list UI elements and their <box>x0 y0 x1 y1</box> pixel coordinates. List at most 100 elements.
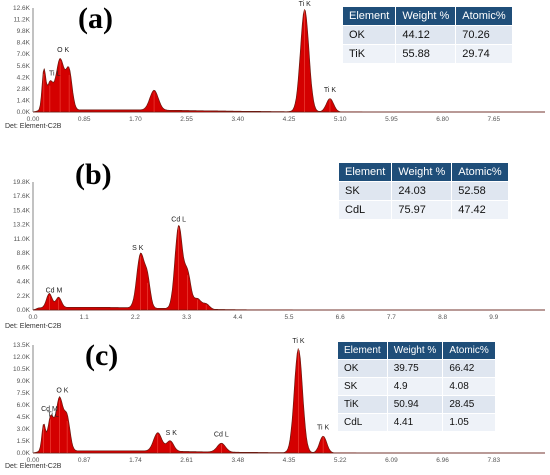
cell-atomic: 52.58 <box>451 181 509 201</box>
panel-c: 0.0K 1.5K 3.0K 4.5K 6.0K 7.5K 9.0K 10.5K 12.0K 13… <box>0 337 550 475</box>
panel-a: 0.0K 1.4K 2.8K 4.2K 5.6K 7.0K 8.4K 9.8K 11.2K 12.… <box>0 0 550 155</box>
x-tick-label: 6.09 <box>385 457 398 464</box>
panel-c-label: (c) <box>85 339 119 372</box>
header-weight: Weight % <box>386 341 444 360</box>
header-weight: Weight % <box>395 6 457 26</box>
header-element: Element <box>337 341 388 360</box>
y-tick-label: 6.6K <box>17 264 31 271</box>
y-tick-label: 2.8K <box>17 86 31 93</box>
table-row: OK 39.75 66.42 <box>337 359 496 378</box>
x-tick-label: 7.7 <box>387 314 396 321</box>
peak-label: Ti K <box>324 87 337 94</box>
x-tick-label: 2.61 <box>180 457 193 464</box>
cell-weight: 44.12 <box>395 25 457 45</box>
cell-element: TiK <box>341 44 397 64</box>
y-tick-label: 1.5K <box>17 438 31 445</box>
header-element: Element <box>337 162 393 182</box>
header-atomic: Atomic% <box>455 6 513 26</box>
cell-element: OK <box>337 359 388 378</box>
table-row: SK 24.03 52.58 <box>337 181 509 201</box>
table-body-c: OK 39.75 66.42 SK 4.9 4.08 TiK 50.94 28.45 CdL 4.4… <box>337 359 496 432</box>
panel-b-label: (b) <box>75 158 112 191</box>
detector-label-a: Det: Element-C2B <box>5 123 62 130</box>
table-row: SK 4.9 4.08 <box>337 377 496 396</box>
x-tick-label: 0.0 <box>28 314 37 321</box>
composition-table-c: Element Weight % Atomic% OK 39.75 66.42 SK 4… <box>337 341 496 432</box>
x-tick-label: 5.22 <box>334 457 347 464</box>
y-tick-label: 4.5K <box>17 414 31 421</box>
cell-weight: 4.41 <box>386 413 444 432</box>
y-tick-label: 12.6K <box>13 5 31 12</box>
x-tick-label: 3.3 <box>182 314 191 321</box>
cell-atomic: 1.05 <box>442 413 496 432</box>
y-tick-label: 8.8K <box>17 250 31 257</box>
table-body-a: OK 44.12 70.26 TiK 55.88 29.74 <box>341 25 513 64</box>
cell-atomic: 70.26 <box>455 25 513 45</box>
y-tick-label: 3.0K <box>17 426 31 433</box>
composition-table-a: Element Weight % Atomic% OK 44.12 70.26 TiK… <box>341 6 513 64</box>
y-tick-label: 9.8K <box>17 28 31 35</box>
cell-element: CdL <box>337 200 393 220</box>
cell-weight: 24.03 <box>391 181 453 201</box>
peak-label: Cd L <box>214 432 229 439</box>
detector-label-c: Det: Element-C2B <box>5 463 62 470</box>
y-tick-label: 0.0K <box>17 109 31 116</box>
cell-weight: 4.9 <box>386 377 444 396</box>
table-header-row: Element Weight % Atomic% <box>337 162 509 182</box>
y-tick-label: 10.5K <box>13 366 31 373</box>
x-tick-label: 7.65 <box>487 116 500 123</box>
peak-label: Ti L <box>49 70 61 77</box>
cell-atomic: 29.74 <box>455 44 513 64</box>
cell-weight: 75.97 <box>391 200 453 220</box>
x-tick-label: 4.4 <box>233 314 242 321</box>
y-tick-label: 0.0K <box>17 307 31 314</box>
peak-label: Ti K <box>317 424 330 431</box>
y-tick-label: 13.5K <box>13 342 31 349</box>
composition-table-b: Element Weight % Atomic% SK 24.03 52.58 CdL… <box>337 162 509 220</box>
peak-label: S K <box>166 430 178 437</box>
x-tick-label: 0.85 <box>78 116 91 123</box>
cell-element: SK <box>337 181 393 201</box>
peak-label: O K <box>56 388 68 395</box>
cell-element: TiK <box>337 395 388 414</box>
cell-element: CdL <box>337 413 388 432</box>
y-tick-label: 8.4K <box>17 40 31 47</box>
spectrum-c: 0.0K 1.5K 3.0K 4.5K 6.0K 7.5K 9.0K 10.5K 12.0K 13… <box>13 338 545 464</box>
y-tick-label: 7.0K <box>17 51 31 58</box>
peak-label: Ti K <box>299 1 312 8</box>
spectrum-area <box>32 347 545 454</box>
cell-weight: 39.75 <box>386 359 444 378</box>
y-tick-label: 12.0K <box>13 354 31 361</box>
header-element: Element <box>341 6 397 26</box>
spectrum-area <box>32 8 545 113</box>
detector-label-b: Det: Element-C2B <box>5 323 62 330</box>
panel-b: 0.0K 2.2K 4.4K 6.6K 8.8K 11.0K 13.2K 15.4K 17.6K… <box>0 158 550 330</box>
x-tick-label: 5.95 <box>385 116 398 123</box>
cell-weight: 50.94 <box>386 395 444 414</box>
x-tick-label: 0.00 <box>27 116 40 123</box>
table-body-b: SK 24.03 52.58 CdL 75.97 47.42 <box>337 181 509 220</box>
table-row: CdL 75.97 47.42 <box>337 200 509 220</box>
y-tick-label: 2.2K <box>17 293 31 300</box>
cell-atomic: 66.42 <box>442 359 496 378</box>
x-tick-label: 0.00 <box>27 457 40 464</box>
header-weight: Weight % <box>391 162 453 182</box>
x-tick-label: 3.48 <box>231 457 244 464</box>
y-tick-label: 19.8K <box>13 179 31 186</box>
x-tick-label: 8.8 <box>438 314 447 321</box>
y-tick-label: 11.0K <box>13 236 30 243</box>
table-row: OK 44.12 70.26 <box>341 25 513 45</box>
x-tick-label: 6.96 <box>436 457 449 464</box>
y-tick-label: 11.2K <box>13 17 30 24</box>
x-tick-label: 2.55 <box>180 116 193 123</box>
x-tick-label: 6.6 <box>336 314 345 321</box>
cell-weight: 55.88 <box>395 44 457 64</box>
x-tick-label: 0.87 <box>78 457 91 464</box>
x-tick-label: 7.83 <box>487 457 500 464</box>
y-tick-label: 6.0K <box>17 402 31 409</box>
x-tick-label: 4.25 <box>283 116 296 123</box>
y-tick-label: 1.4K <box>17 97 31 104</box>
y-tick-label: 0.0K <box>17 450 31 457</box>
spectrum-area <box>32 225 545 311</box>
cell-element: SK <box>337 377 388 396</box>
